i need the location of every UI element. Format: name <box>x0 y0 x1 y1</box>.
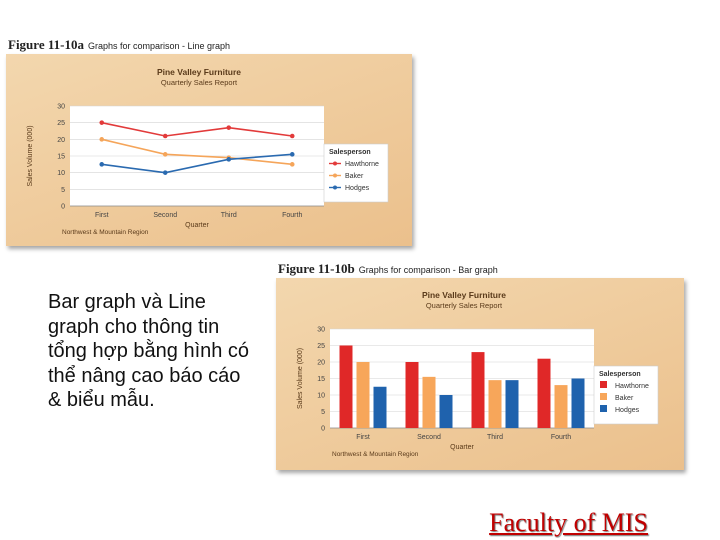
series-line-baker <box>101 138 293 166</box>
legend-label: Hawthorne <box>345 161 379 168</box>
data-point-hodges <box>289 152 295 157</box>
data-point-hawthorne <box>99 120 105 125</box>
data-point-baker <box>99 137 105 142</box>
data-point-hawthorne <box>226 125 232 130</box>
x-tick-label: Third <box>221 212 237 219</box>
bar-hodges <box>439 395 453 428</box>
legend-swatch-marker <box>333 161 337 166</box>
y-tick-label: 0 <box>321 426 325 433</box>
legend-swatch <box>600 393 607 400</box>
y-axis-label: Sales Volume (000) <box>297 348 304 409</box>
legend-box <box>323 143 389 203</box>
bar-baker <box>422 376 436 428</box>
data-point-hodges <box>162 170 168 175</box>
bar-hodges <box>505 380 519 428</box>
chart-subtitle: Quarterly Sales Report <box>161 78 238 87</box>
data-point-hawthorne <box>162 133 168 139</box>
legend-label: Hodges <box>345 185 370 192</box>
chart-footnote: Northwest & Mountain Region <box>62 229 149 236</box>
data-point-baker <box>289 162 295 167</box>
bar-hawthorne <box>537 358 551 428</box>
legend-swatch <box>600 405 607 412</box>
bar-hawthorne <box>405 362 419 428</box>
x-tick-label: Third <box>487 434 503 441</box>
figure-a-number: Figure 11-10a <box>8 37 84 52</box>
legend-label: Hodges <box>615 407 640 414</box>
y-axis-label: Sales Volume (000) <box>27 125 34 186</box>
legend-label: Baker <box>615 395 634 402</box>
bar-hawthorne <box>339 345 353 428</box>
bar-hodges <box>373 386 387 428</box>
bar-hawthorne <box>471 352 485 428</box>
x-axis-label: Quarter <box>450 444 474 451</box>
data-point-hodges <box>226 157 232 162</box>
bar-chart-panel: Pine Valley Furniture Quarterly Sales Rep… <box>276 278 684 470</box>
y-tick-label: 15 <box>57 154 65 161</box>
y-tick-label: 10 <box>317 393 325 400</box>
faculty-link[interactable]: Faculty of MIS <box>489 508 648 537</box>
x-tick-label: Second <box>153 212 177 219</box>
legend-swatch-marker <box>333 173 337 178</box>
y-tick-label: 15 <box>317 376 325 383</box>
y-tick-label: 25 <box>317 343 325 350</box>
x-axis-label: Quarter <box>185 222 209 229</box>
y-tick-label: 0 <box>61 204 65 211</box>
y-tick-label: 30 <box>317 327 325 334</box>
x-tick-label: Fourth <box>282 212 302 219</box>
x-tick-label: Fourth <box>551 434 571 441</box>
x-tick-label: Second <box>417 434 441 441</box>
bar-baker <box>554 385 568 428</box>
legend-label: Hawthorne <box>615 383 649 390</box>
description-text: Bar graph và Line graph cho thông tin tổ… <box>48 291 250 411</box>
bar-baker <box>356 362 370 428</box>
line-chart-panel: Pine Valley Furniture Quarterly Sales Rep… <box>6 54 412 246</box>
data-point-baker <box>162 152 168 157</box>
y-tick-label: 20 <box>317 360 325 367</box>
legend-label: Baker <box>345 173 364 180</box>
figure-a-caption: Graphs for comparison - Line graph <box>87 41 231 51</box>
series-line-hodges <box>101 153 293 174</box>
series-line-hawthorne <box>101 121 293 137</box>
legend-swatch <box>600 381 607 388</box>
y-tick-label: 30 <box>57 104 65 111</box>
figure-b-caption: Graphs for comparison - Bar graph <box>358 265 498 275</box>
legend-title: Salesperson <box>329 149 371 156</box>
data-point-hawthorne <box>289 133 295 139</box>
chart-subtitle: Quarterly Sales Report <box>426 301 503 310</box>
y-tick-label: 25 <box>57 120 65 127</box>
figure-b-number: Figure 11-10b <box>278 261 355 276</box>
chart-title: Pine Valley Furniture <box>157 67 241 77</box>
legend-title: Salesperson <box>599 371 641 378</box>
bar-baker <box>488 380 502 428</box>
x-tick-label: First <box>95 212 109 219</box>
chart-title: Pine Valley Furniture <box>422 290 506 300</box>
chart-footnote: Northwest & Mountain Region <box>332 451 419 458</box>
y-tick-label: 5 <box>321 409 325 416</box>
y-tick-label: 5 <box>61 187 65 194</box>
x-tick-label: First <box>356 434 370 441</box>
y-tick-label: 10 <box>57 170 65 177</box>
y-tick-label: 20 <box>57 137 65 144</box>
figure-b-label: Figure 11-10b Graphs for comparison - Bar… <box>278 260 498 278</box>
data-point-hodges <box>99 162 105 167</box>
bar-hodges <box>571 378 585 428</box>
legend-swatch-marker <box>333 185 337 190</box>
figure-a-label: Figure 11-10a Graphs for comparison - Lin… <box>8 36 230 54</box>
